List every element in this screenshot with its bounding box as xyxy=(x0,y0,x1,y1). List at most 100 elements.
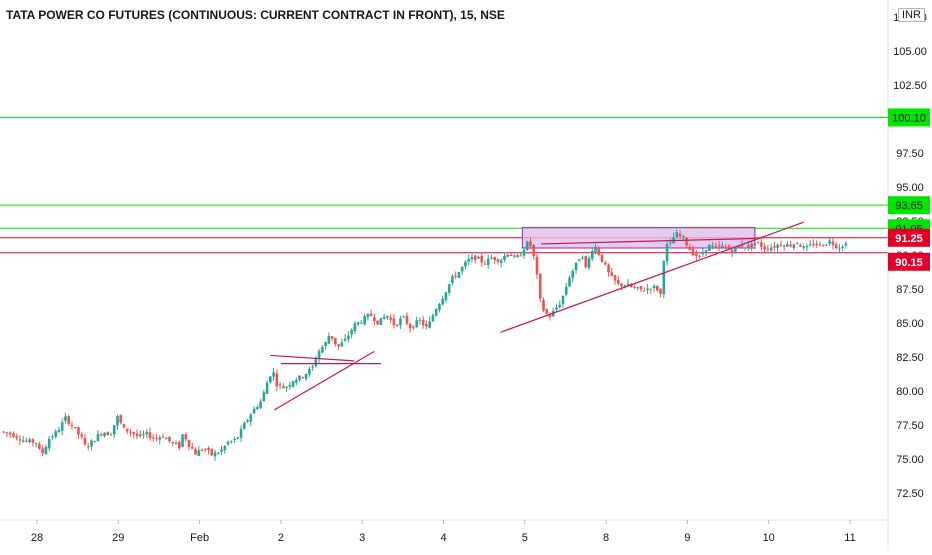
candle-body-104[interactable] xyxy=(340,342,344,347)
candle-body-144[interactable] xyxy=(470,257,474,260)
candle-body-207[interactable] xyxy=(675,232,679,238)
candle-body-221[interactable] xyxy=(721,245,724,248)
candle-body-2[interactable] xyxy=(8,432,12,435)
candle-body-193[interactable] xyxy=(630,283,633,287)
candle-body-152[interactable] xyxy=(496,259,500,262)
candle-body-148[interactable] xyxy=(483,263,487,265)
candle-body-201[interactable] xyxy=(656,286,659,291)
candle-body-88[interactable] xyxy=(288,384,292,387)
candle-body-42[interactable] xyxy=(138,434,142,437)
candle-body-128[interactable] xyxy=(418,319,422,321)
candle-body-205[interactable] xyxy=(669,242,672,244)
candle-body-223[interactable] xyxy=(727,245,731,250)
candle-body-213[interactable] xyxy=(695,253,698,256)
candle-body-210[interactable] xyxy=(685,237,688,246)
candle-body-50[interactable] xyxy=(164,438,168,440)
candle-body-89[interactable] xyxy=(291,381,295,387)
candle-body-70[interactable] xyxy=(230,441,233,443)
candle-body-243[interactable] xyxy=(792,244,796,248)
candle-body-23[interactable] xyxy=(77,427,80,435)
candle-body-95[interactable] xyxy=(311,366,314,368)
candle-body-216[interactable] xyxy=(704,249,708,252)
candle-body-250[interactable] xyxy=(815,243,818,246)
price-tag-bg-0[interactable] xyxy=(888,108,930,127)
candle-body-33[interactable] xyxy=(109,434,113,436)
candle-body-19[interactable] xyxy=(64,416,67,421)
candle-body-103[interactable] xyxy=(337,344,340,347)
candle-body-49[interactable] xyxy=(161,436,165,438)
candle-body-245[interactable] xyxy=(799,244,802,247)
candle-body-180[interactable] xyxy=(587,258,591,268)
candle-body-183[interactable] xyxy=(597,247,601,255)
candle-body-122[interactable] xyxy=(399,318,402,326)
candle-body-121[interactable] xyxy=(395,324,399,326)
candle-body-81[interactable] xyxy=(265,382,269,394)
candle-body-172[interactable] xyxy=(561,295,565,305)
candle-body-229[interactable] xyxy=(747,245,750,249)
candle-body-142[interactable] xyxy=(464,261,467,267)
candle-body-111[interactable] xyxy=(363,316,366,325)
candle-body-227[interactable] xyxy=(740,244,744,247)
candle-body-254[interactable] xyxy=(828,240,831,244)
candle-body-165[interactable] xyxy=(538,273,542,299)
candle-body-175[interactable] xyxy=(571,271,575,278)
candle-body-220[interactable] xyxy=(717,245,721,247)
candle-body-37[interactable] xyxy=(122,424,126,428)
candle-body-11[interactable] xyxy=(38,443,41,449)
candle-body-54[interactable] xyxy=(177,441,181,449)
price-tag-bg-4[interactable] xyxy=(888,252,930,271)
candle-body-228[interactable] xyxy=(743,247,747,249)
candle-body-99[interactable] xyxy=(324,342,327,347)
candle-body-73[interactable] xyxy=(239,428,243,438)
candle-body-208[interactable] xyxy=(678,233,682,236)
candle-body-132[interactable] xyxy=(431,315,435,322)
candle-body-31[interactable] xyxy=(103,433,106,437)
candle-body-30[interactable] xyxy=(99,434,103,436)
candle-body-125[interactable] xyxy=(408,324,412,329)
candle-body-234[interactable] xyxy=(763,246,766,250)
candle-body-248[interactable] xyxy=(808,244,812,246)
candle-body-102[interactable] xyxy=(334,338,337,345)
candle-body-153[interactable] xyxy=(499,260,503,264)
candle-body-182[interactable] xyxy=(594,246,597,252)
candle-body-124[interactable] xyxy=(405,315,409,324)
candle-body-16[interactable] xyxy=(54,431,57,437)
trendline-4[interactable] xyxy=(541,237,755,245)
candle-body-61[interactable] xyxy=(200,449,204,451)
candle-body-68[interactable] xyxy=(223,445,227,451)
candle-body-10[interactable] xyxy=(34,443,38,445)
candle-body-240[interactable] xyxy=(782,245,786,247)
currency-badge[interactable]: INR xyxy=(898,8,925,22)
candle-body-184[interactable] xyxy=(600,254,604,262)
candle-body-203[interactable] xyxy=(662,261,666,295)
candle-body-219[interactable] xyxy=(714,246,718,248)
candle-body-26[interactable] xyxy=(86,446,90,448)
candle-body-7[interactable] xyxy=(25,440,28,442)
price-tag-bg-3[interactable] xyxy=(888,228,930,247)
candle-body-94[interactable] xyxy=(308,368,311,375)
candle-body-257[interactable] xyxy=(838,247,841,249)
candle-body-151[interactable] xyxy=(493,257,497,260)
candle-body-158[interactable] xyxy=(516,255,519,258)
candle-body-149[interactable] xyxy=(486,258,490,266)
candle-body-97[interactable] xyxy=(317,351,321,359)
candle-body-187[interactable] xyxy=(610,272,614,276)
candle-body-185[interactable] xyxy=(603,262,607,265)
candle-body-34[interactable] xyxy=(112,425,116,435)
candle-body-170[interactable] xyxy=(555,307,558,310)
candle-body-202[interactable] xyxy=(659,288,662,294)
candle-body-129[interactable] xyxy=(421,319,425,326)
candle-body-195[interactable] xyxy=(636,287,640,289)
candle-body-86[interactable] xyxy=(282,386,285,389)
candle-body-253[interactable] xyxy=(825,244,828,246)
candle-body-117[interactable] xyxy=(382,316,386,319)
candle-body-28[interactable] xyxy=(93,441,97,443)
candle-body-159[interactable] xyxy=(519,255,523,257)
candle-body-256[interactable] xyxy=(834,244,838,248)
candle-body-100[interactable] xyxy=(327,335,331,344)
candle-body-74[interactable] xyxy=(243,423,246,429)
candle-body-29[interactable] xyxy=(96,434,100,442)
candle-body-238[interactable] xyxy=(776,244,779,248)
candle-body-106[interactable] xyxy=(347,335,350,340)
